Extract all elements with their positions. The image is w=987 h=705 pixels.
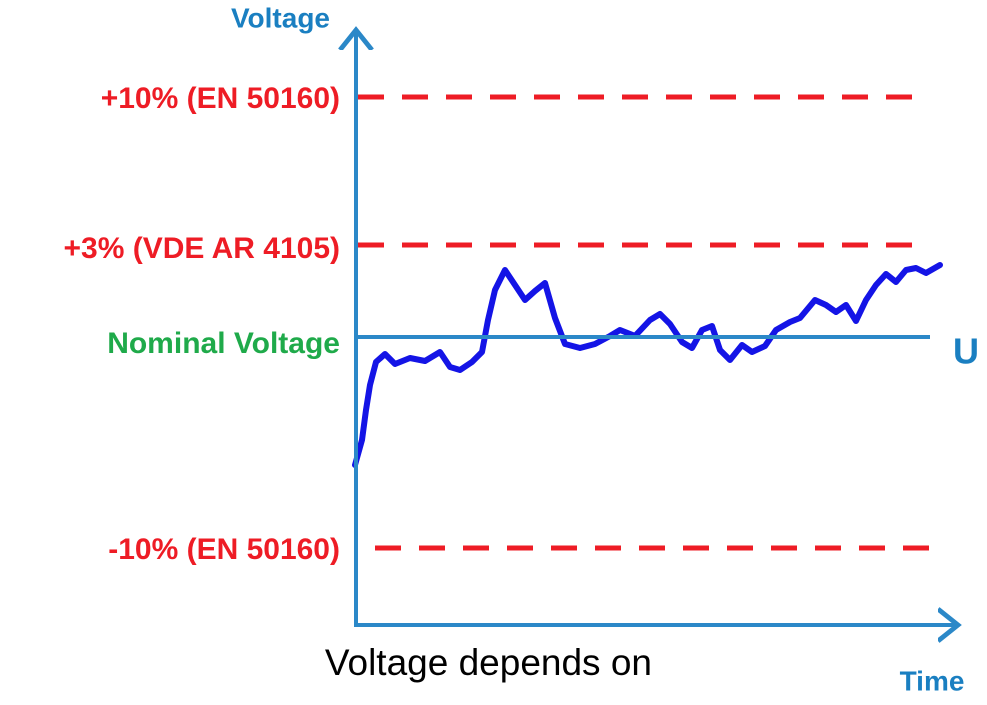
voltage-trace [352,262,943,468]
vde-limit-label: +3% (VDE AR 4105) [63,232,340,265]
nominal-label: Nominal Voltage [107,327,340,360]
lower-limit-label: -10% (EN 50160) [108,533,340,566]
y-axis-label: Voltage [231,2,330,33]
caption: Voltage depends on [325,642,652,683]
nominal-symbol: U [953,331,979,372]
x-axis-label: Time [900,665,965,696]
upper-limit-label: +10% (EN 50160) [101,82,340,115]
